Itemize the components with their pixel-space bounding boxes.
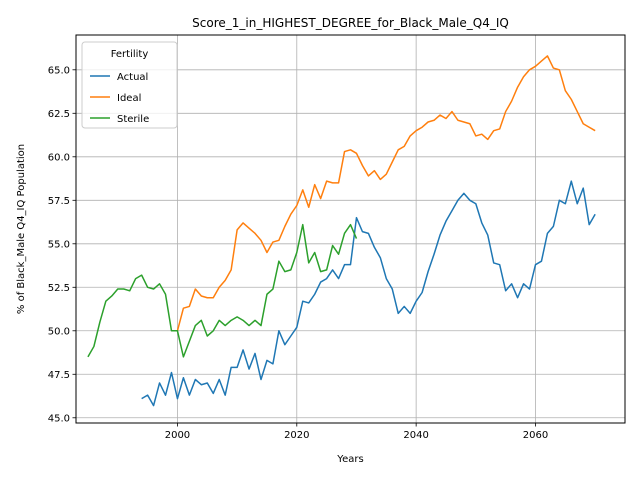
x-tick-label: 2000 — [165, 430, 190, 441]
y-tick-label: 52.5 — [48, 283, 70, 294]
axis-ticks: 2000 2020 2040 2060 45.0 47.5 50.0 52.5 55.0 57.5… — [48, 65, 548, 441]
series-line-ideal — [176, 55, 596, 331]
x-tick-label: 2040 — [403, 430, 428, 441]
x-tick-label: 2020 — [284, 430, 309, 441]
y-tick-label: 55.0 — [48, 239, 70, 250]
series-line-sterile — [87, 223, 358, 358]
y-tick-label: 62.5 — [48, 109, 70, 120]
legend-box — [81, 41, 178, 129]
y-tick-label: 47.5 — [48, 370, 70, 381]
plot-frame — [75, 34, 626, 424]
series-lines — [87, 55, 596, 407]
y-tick-label: 57.5 — [48, 196, 70, 207]
legend: Fertility Actual Ideal Sterile — [81, 41, 178, 129]
legend-label-ideal: Ideal — [117, 93, 141, 104]
y-tick-label: 50.0 — [48, 326, 70, 337]
x-axis-label: Years — [336, 454, 363, 465]
x-tick-label: 2060 — [523, 430, 548, 441]
legend-label-sterile: Sterile — [117, 114, 149, 125]
legend-entries: Actual Ideal Sterile — [90, 72, 149, 125]
y-tick-label: 65.0 — [48, 65, 70, 76]
y-tick-label: 45.0 — [48, 413, 70, 424]
grid — [76, 35, 625, 423]
chart-title: Score_1_in_HIGHEST_DEGREE_for_Black_Male… — [192, 16, 509, 30]
series-line-actual — [141, 180, 596, 407]
y-axis-label: % of Black_Male Q4_IQ Population — [16, 144, 27, 314]
legend-title: Fertility — [111, 49, 149, 60]
y-tick-label: 60.0 — [48, 152, 70, 163]
legend-label-actual: Actual — [117, 72, 148, 83]
